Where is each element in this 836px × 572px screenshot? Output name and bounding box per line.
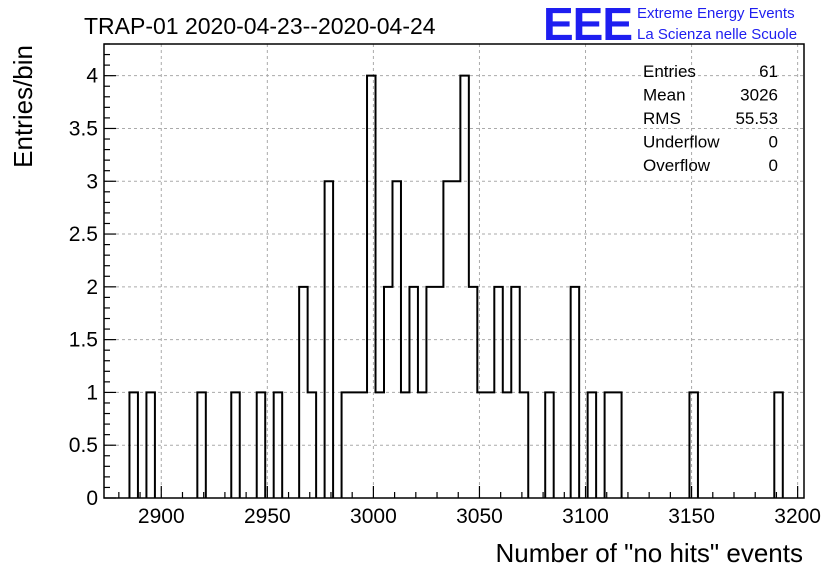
histogram-bin-8: [325, 181, 333, 498]
y-tick-label-0: 0: [86, 487, 98, 510]
histogram-bin-2: [197, 392, 205, 498]
histogram-bin-4: [257, 392, 265, 498]
stats-label-overflow: Overflow: [643, 156, 711, 175]
histogram-bin-12: [367, 76, 375, 498]
stats-box: Entries 61 Mean 3026 RMS 55.53 Underflow 0 Overf…: [643, 62, 778, 175]
logo-mark: EEE: [543, 0, 632, 50]
stats-label-mean: Mean: [643, 86, 686, 105]
stats-value-mean: 3026: [740, 86, 778, 105]
histogram-bin-28: [503, 392, 511, 498]
y-tick-label-5: 2.5: [69, 223, 98, 246]
y-tick-label-7: 3.5: [69, 117, 98, 140]
stats-label-underflow: Underflow: [643, 133, 720, 152]
y-tick-label-4: 2: [86, 276, 98, 299]
histogram-bin-36: [689, 392, 697, 498]
stats-label-entries: Entries: [643, 62, 696, 81]
plot-frame: [103, 43, 805, 499]
histogram-bins: [128, 74, 784, 498]
eee-logo: EEE Extreme Energy Events La Scienza nel…: [543, 0, 797, 50]
histogram-bin-34: [605, 392, 613, 498]
x-tick-label-3: 3050: [456, 505, 503, 528]
histogram-bin-13: [376, 392, 384, 498]
stats-label-rms: RMS: [643, 109, 681, 128]
x-tick-label-6: 3200: [774, 505, 821, 528]
histogram-bin-30: [520, 392, 528, 498]
y-tick-label-2: 1: [86, 381, 98, 404]
y-tick-label-1: 0.5: [69, 434, 98, 457]
logo-line-2: La Scienza nelle Scuole: [637, 26, 797, 43]
histogram-bin-26: [486, 392, 494, 498]
x-tick-label-1: 2950: [244, 505, 291, 528]
histogram-bin-16: [401, 392, 409, 498]
histogram-bin-3: [231, 392, 239, 498]
histogram-bin-5: [274, 392, 282, 498]
x-tick-label-5: 3150: [668, 505, 715, 528]
histogram-bin-20: [435, 287, 443, 498]
histogram-bin-22: [452, 181, 460, 498]
histogram-bin-21: [443, 181, 451, 498]
stats-value-entries: 61: [759, 62, 778, 81]
histogram-bin-9: [342, 392, 350, 498]
stats-value-overflow: 0: [769, 156, 778, 175]
histogram-bin-18: [418, 392, 426, 498]
histogram-bin-31: [545, 392, 553, 498]
histogram-bin-10: [350, 392, 358, 498]
grid: [104, 44, 804, 498]
histogram-bin-19: [426, 287, 434, 498]
histogram-bin-33: [588, 392, 596, 498]
histogram-bin-37: [774, 392, 782, 498]
axes: 2900 2950 3000 3050 3100 3150 3200 0 0.5 1 1.5 2 2.5…: [69, 43, 821, 528]
histogram-bin-14: [384, 287, 392, 498]
logo-line-1: Extreme Energy Events: [637, 5, 795, 22]
histogram-bin-23: [460, 76, 468, 498]
histogram-bin-15: [392, 181, 400, 498]
histogram-bin-7: [308, 392, 316, 498]
y-axis-label: Entries/bin: [8, 45, 38, 168]
histogram-bin-17: [409, 287, 417, 498]
histogram-bin-0: [129, 392, 137, 498]
histogram-bin-32: [571, 287, 579, 498]
y-tick-label-8: 4: [86, 65, 98, 88]
stats-value-rms: 55.53: [735, 109, 778, 128]
stats-value-underflow: 0: [769, 133, 778, 152]
histogram-bin-27: [494, 287, 502, 498]
y-tick-label-6: 3: [86, 170, 98, 193]
histogram-bin-35: [613, 392, 621, 498]
x-tick-label-4: 3100: [562, 505, 609, 528]
histogram-bin-11: [359, 392, 367, 498]
histogram-bin-6: [299, 287, 307, 498]
y-tick-label-3: 1.5: [69, 329, 98, 352]
histogram-bin-24: [469, 287, 477, 498]
x-axis-label: Number of "no hits" events: [496, 538, 804, 568]
histogram-outline: [128, 74, 784, 498]
chart-title: TRAP-01 2020-04-23--2020-04-24: [84, 13, 436, 39]
histogram-bin-1: [146, 392, 154, 498]
histogram-bin-29: [511, 287, 519, 498]
x-tick-label-0: 2900: [138, 505, 185, 528]
histogram-bin-25: [477, 392, 485, 498]
x-tick-label-2: 3000: [350, 505, 397, 528]
